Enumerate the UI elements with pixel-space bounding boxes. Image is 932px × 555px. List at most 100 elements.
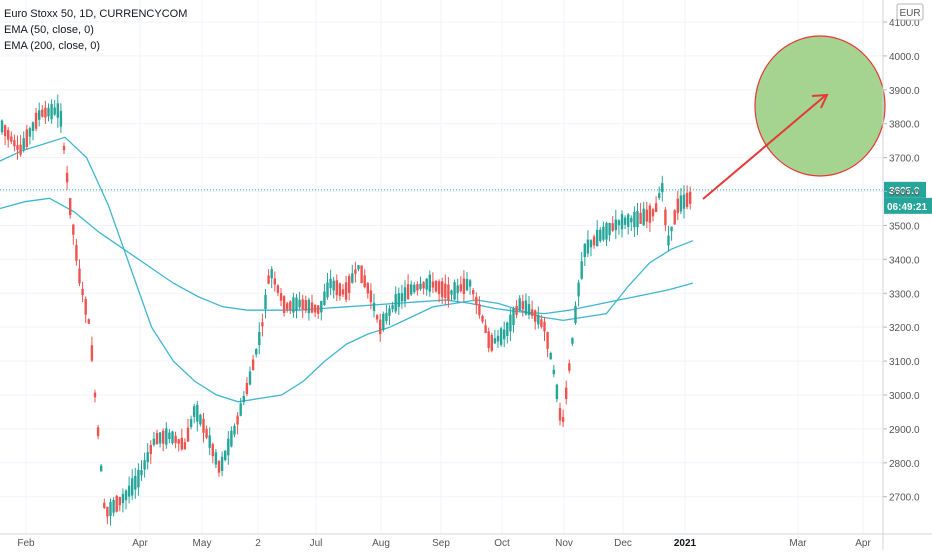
candle-body xyxy=(534,310,537,322)
arrow-shaft xyxy=(702,94,827,200)
candle-body xyxy=(227,438,230,456)
candle-body xyxy=(465,278,469,291)
candle-body xyxy=(143,460,146,470)
candle-body xyxy=(0,120,4,133)
candle-body xyxy=(537,314,540,325)
candle-body xyxy=(335,280,338,296)
candle-body xyxy=(59,110,63,127)
grid-lines xyxy=(0,0,883,534)
candle-body xyxy=(521,301,524,310)
candle-body xyxy=(444,283,447,299)
candle-body xyxy=(558,408,562,421)
y-tick-label: 3500.0 xyxy=(889,221,920,232)
x-tick-label: 2021 xyxy=(674,538,697,549)
candle-body xyxy=(546,332,549,349)
candle-body xyxy=(84,298,87,315)
candle-body xyxy=(124,490,128,501)
candle-body xyxy=(515,305,518,315)
candle-body xyxy=(658,193,661,198)
candle-body xyxy=(667,235,670,246)
candle-body xyxy=(527,304,531,315)
candle-body xyxy=(239,403,242,416)
legend-symbol[interactable]: Euro Stoxx 50, 1D, CURRENCYCOM xyxy=(4,8,188,20)
candle-body xyxy=(146,452,149,463)
candle-body xyxy=(689,191,692,204)
candle-body xyxy=(100,465,103,472)
candle-body xyxy=(338,283,342,297)
candle-body xyxy=(475,296,478,306)
candle-body xyxy=(419,283,422,290)
candle-body xyxy=(224,450,227,461)
candle-body xyxy=(205,428,208,438)
candle-body xyxy=(363,275,366,288)
candle-body xyxy=(620,214,624,230)
arrow-head xyxy=(811,93,829,109)
candle-body xyxy=(78,268,81,284)
candle-body xyxy=(304,299,307,311)
candle-body xyxy=(186,427,190,442)
candle-body xyxy=(453,282,456,300)
candle-body xyxy=(22,138,25,150)
candle-body xyxy=(379,319,382,335)
candle-body xyxy=(140,470,143,476)
candle-body xyxy=(289,301,292,310)
candle-body xyxy=(568,363,571,371)
candle-body xyxy=(661,183,664,193)
x-tick-label: Mar xyxy=(789,538,807,549)
candle-body xyxy=(586,239,590,254)
candle-body xyxy=(72,224,75,235)
y-tick-label: 3700.0 xyxy=(889,154,920,165)
candle-body xyxy=(96,427,100,437)
candle-body xyxy=(44,107,47,118)
candle-body xyxy=(90,345,94,361)
candle-body xyxy=(543,321,546,332)
candle-body xyxy=(242,395,245,403)
candle-body xyxy=(217,460,221,473)
candle-body xyxy=(416,284,419,291)
candle-body xyxy=(450,290,453,295)
candle-body xyxy=(93,392,97,398)
candles xyxy=(0,94,692,526)
candle-body xyxy=(341,289,345,295)
y-tick-label: 2900.0 xyxy=(889,425,920,436)
candle-body xyxy=(28,128,32,137)
candle-body xyxy=(236,415,239,425)
candle-body xyxy=(255,349,258,355)
candle-body xyxy=(251,359,255,371)
candle-body xyxy=(506,322,509,336)
countdown-box xyxy=(884,197,932,214)
candle-body xyxy=(310,302,314,313)
candle-body xyxy=(478,304,481,316)
candle-body xyxy=(162,430,165,444)
candle-body xyxy=(168,432,171,440)
candle-body xyxy=(87,319,90,324)
legend-ema200[interactable]: EMA (200, close, 0) xyxy=(4,40,100,52)
x-tick-label: Dec xyxy=(614,538,632,549)
y-tick-label: 3900.0 xyxy=(889,86,920,97)
candle-body xyxy=(174,435,177,444)
candle-body xyxy=(313,304,317,313)
candle-body xyxy=(329,278,332,289)
candle-body xyxy=(664,209,667,226)
candle-body xyxy=(437,281,441,295)
candle-body xyxy=(580,261,583,279)
candle-body xyxy=(196,404,199,422)
candle-body xyxy=(53,107,56,115)
candle-body xyxy=(512,308,515,325)
candle-body xyxy=(75,244,78,261)
candle-body xyxy=(639,212,642,224)
candle-body xyxy=(623,217,627,225)
candle-body xyxy=(648,205,652,223)
candle-body xyxy=(307,299,311,314)
last-price-label: 3605.0 xyxy=(889,186,920,197)
candle-body xyxy=(165,428,168,445)
candle-body xyxy=(360,265,363,284)
legend-ema50[interactable]: EMA (50, close, 0) xyxy=(4,24,94,36)
last-price-line: 3605.0 06:49:21 xyxy=(0,181,932,214)
candle-body xyxy=(298,299,301,308)
candle-body xyxy=(3,125,7,137)
x-tick-label: Apr xyxy=(132,538,148,549)
candle-body xyxy=(410,284,413,295)
